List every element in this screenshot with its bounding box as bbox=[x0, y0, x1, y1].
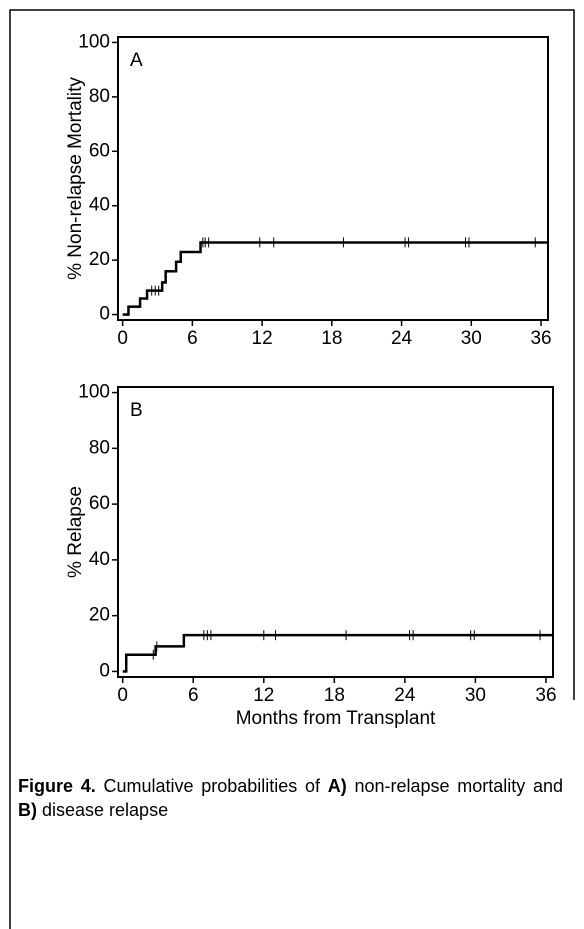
plot-frame bbox=[117, 36, 549, 321]
y-axis-label: % Relapse bbox=[65, 486, 86, 578]
y-tick-label: 60 bbox=[89, 140, 110, 161]
y-tick-label: 40 bbox=[89, 549, 110, 570]
x-tick-label: 24 bbox=[391, 328, 413, 349]
caption-text: A) bbox=[327, 776, 347, 796]
panel-label: B bbox=[130, 400, 143, 421]
y-tick-label: 20 bbox=[89, 249, 110, 270]
y-tick-label: 100 bbox=[78, 31, 110, 52]
frame bbox=[9, 9, 575, 929]
y-tick-label: 100 bbox=[78, 382, 110, 403]
x-tick-label: 6 bbox=[187, 328, 198, 349]
caption-text: non-relapse mortality and bbox=[346, 776, 569, 796]
x-tick-label: 30 bbox=[465, 685, 486, 706]
caption-text: disease relapse bbox=[37, 800, 169, 820]
x-tick-label: 36 bbox=[530, 328, 551, 349]
caption-text: Cumulative probabilities of bbox=[95, 776, 328, 796]
y-tick-label: 0 bbox=[99, 304, 110, 325]
y-tick-label: 80 bbox=[89, 437, 110, 458]
x-tick-label: 12 bbox=[253, 685, 274, 706]
y-tick-label: 60 bbox=[89, 493, 110, 514]
x-tick-label: 6 bbox=[188, 685, 199, 706]
x-tick-label: 18 bbox=[321, 328, 342, 349]
x-tick-label: 24 bbox=[394, 685, 416, 706]
y-tick-label: 80 bbox=[89, 86, 110, 107]
x-tick-label: 12 bbox=[252, 328, 273, 349]
y-tick-label: 20 bbox=[89, 605, 110, 626]
panel-label: A bbox=[130, 50, 143, 71]
x-tick-label: 0 bbox=[117, 685, 128, 706]
x-tick-label: 18 bbox=[324, 685, 345, 706]
x-tick-label: 36 bbox=[535, 685, 556, 706]
x-axis-label: Months from Transplant bbox=[236, 708, 436, 729]
caption-text: B) bbox=[18, 800, 37, 820]
y-tick-label: 0 bbox=[99, 660, 110, 681]
x-tick-label: 0 bbox=[117, 328, 128, 349]
caption: Figure 4. Cumulative probabilities of A)… bbox=[18, 774, 563, 822]
caption-text: Figure 4. bbox=[18, 776, 96, 796]
y-axis-label: % Non-relapse Mortality bbox=[65, 77, 86, 280]
plot-frame bbox=[117, 386, 554, 678]
y-tick-label: 40 bbox=[89, 195, 110, 216]
x-tick-label: 30 bbox=[461, 328, 482, 349]
